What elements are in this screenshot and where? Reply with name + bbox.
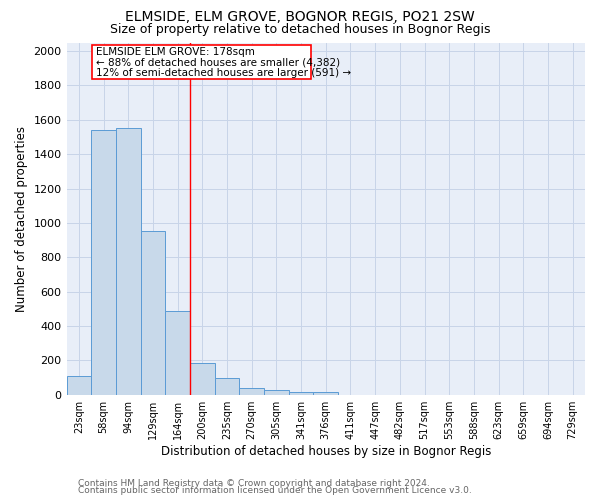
- Bar: [116, 128, 140, 394]
- Bar: [215, 378, 239, 394]
- Bar: [190, 363, 215, 394]
- Text: ELMSIDE, ELM GROVE, BOGNOR REGIS, PO21 2SW: ELMSIDE, ELM GROVE, BOGNOR REGIS, PO21 2…: [125, 10, 475, 24]
- Text: Contains public sector information licensed under the Open Government Licence v3: Contains public sector information licen…: [78, 486, 472, 495]
- Bar: [289, 392, 313, 394]
- FancyBboxPatch shape: [92, 45, 311, 78]
- Text: ← 88% of detached houses are smaller (4,382): ← 88% of detached houses are smaller (4,…: [96, 58, 340, 68]
- Bar: [165, 310, 190, 394]
- Y-axis label: Number of detached properties: Number of detached properties: [15, 126, 28, 312]
- Bar: [140, 232, 165, 394]
- X-axis label: Distribution of detached houses by size in Bognor Regis: Distribution of detached houses by size …: [161, 444, 491, 458]
- Text: ELMSIDE ELM GROVE: 178sqm: ELMSIDE ELM GROVE: 178sqm: [96, 47, 255, 57]
- Bar: [264, 390, 289, 394]
- Text: 12% of semi-detached houses are larger (591) →: 12% of semi-detached houses are larger (…: [96, 68, 351, 78]
- Bar: [91, 130, 116, 394]
- Bar: [67, 376, 91, 394]
- Bar: [239, 388, 264, 394]
- Text: Contains HM Land Registry data © Crown copyright and database right 2024.: Contains HM Land Registry data © Crown c…: [78, 478, 430, 488]
- Text: Size of property relative to detached houses in Bognor Regis: Size of property relative to detached ho…: [110, 22, 490, 36]
- Bar: [313, 392, 338, 394]
